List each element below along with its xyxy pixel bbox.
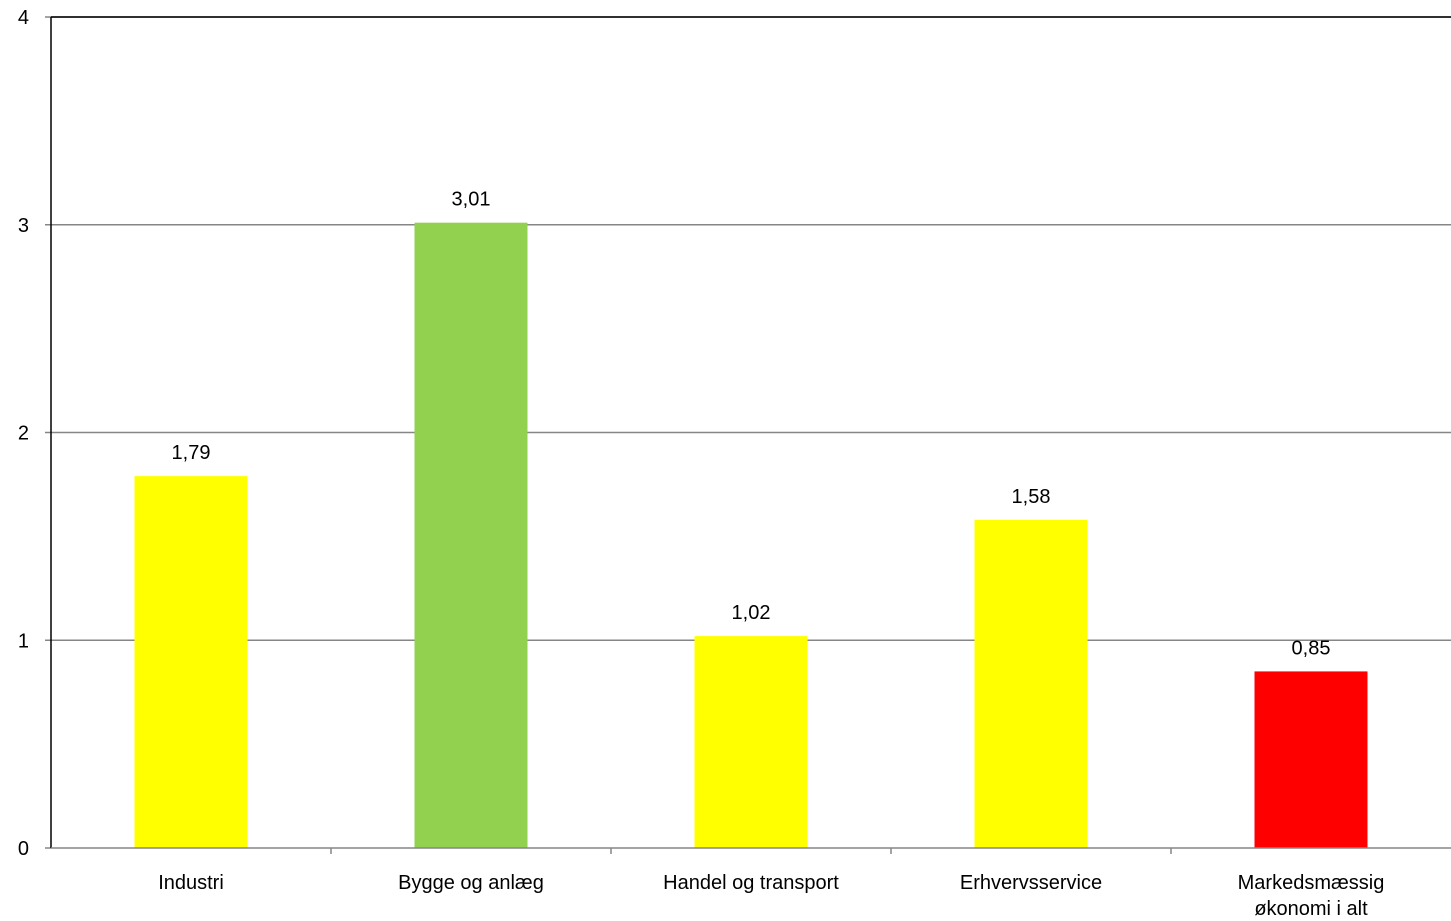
bar — [414, 222, 528, 849]
y-tick-label: 4 — [18, 7, 29, 29]
y-tick-label: 1 — [18, 630, 29, 652]
y-tick-label: 3 — [18, 215, 29, 237]
y-tick-labels: 0 1 2 3 4 — [18, 7, 29, 860]
bars — [134, 222, 1368, 849]
data-label: 1,58 — [1012, 486, 1051, 508]
data-label: 3,01 — [452, 189, 491, 211]
x-category-label: Erhvervsservice — [960, 872, 1102, 894]
y-tick-label: 0 — [18, 838, 29, 860]
bar — [134, 476, 248, 848]
gridlines — [51, 16, 1451, 641]
data-labels: 1,79 3,01 1,02 1,58 0,85 — [172, 189, 1331, 660]
x-category-label: Markedsmæssig økonomi i alt — [1238, 872, 1385, 920]
bar — [1254, 671, 1368, 848]
x-category-label: Handel og transport — [663, 872, 839, 894]
data-label: 1,79 — [172, 442, 211, 464]
y-tick-label: 2 — [18, 423, 29, 445]
bar — [694, 636, 808, 848]
x-category-label: Industri — [158, 872, 224, 894]
data-label: 0,85 — [1292, 637, 1331, 659]
axes — [45, 16, 1451, 854]
bar — [974, 519, 1088, 848]
x-category-labels: Industri Bygge og anlæg Handel og transpor… — [158, 872, 1384, 920]
data-label: 1,02 — [732, 602, 771, 624]
x-category-label: Bygge og anlæg — [398, 872, 544, 894]
